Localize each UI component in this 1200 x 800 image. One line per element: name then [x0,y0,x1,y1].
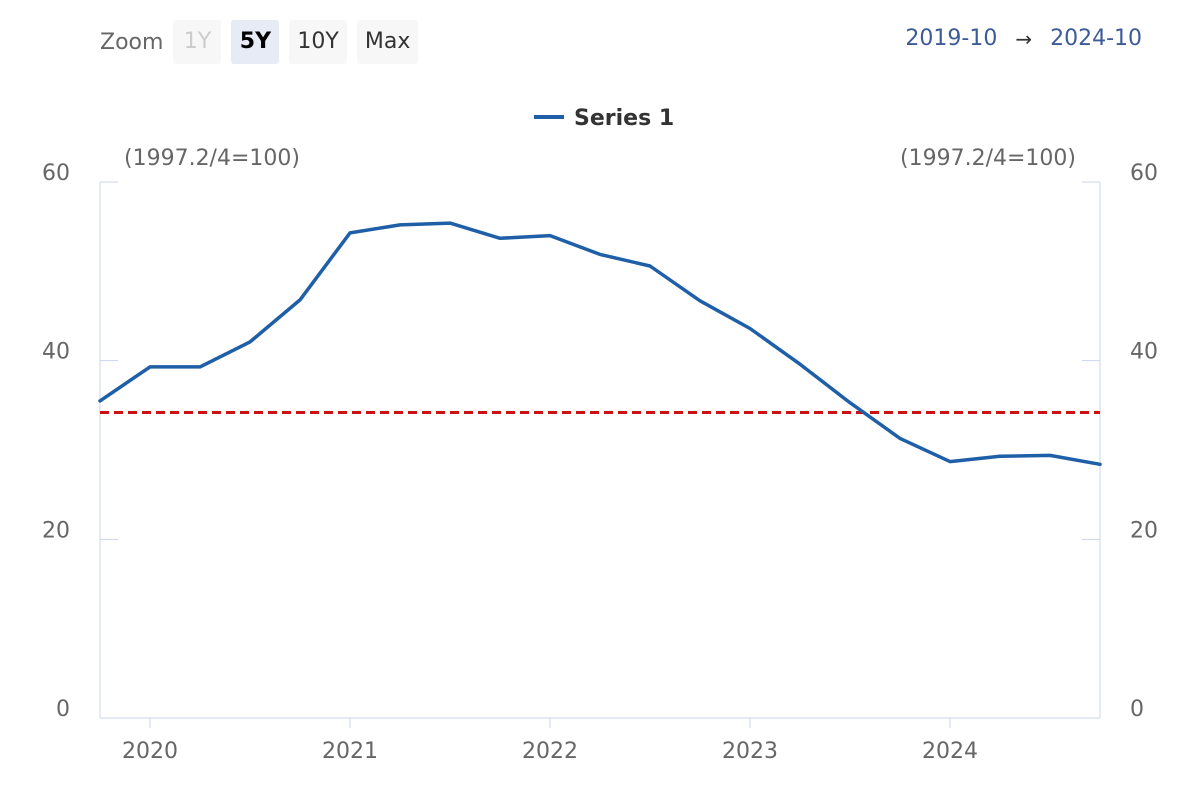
legend-item-series-1[interactable]: Series 1 [574,106,674,131]
range-display: 2019-10 → 2024-10 [905,26,1142,51]
legend[interactable]: Series 1 [534,106,674,131]
y-tick-label-right-40: 40 [1130,340,1158,365]
y-tick-label-right-20: 20 [1130,518,1158,543]
zoom-label: Zoom [100,29,164,55]
x-tick-label-2024: 2024 [922,739,978,764]
range-from[interactable]: 2019-10 [905,26,998,51]
axes-layer [99,181,1101,728]
zoom-10y-button[interactable]: 10Y [289,20,347,64]
y-tick-label-right-60: 60 [1130,161,1158,186]
x-tick-label-2023: 2023 [722,739,778,764]
zoom-1y-button[interactable]: 1Y [173,20,222,64]
y-axis-right-title: (1997.2/4=100) [900,146,1076,171]
y-tick-label-right-0: 0 [1130,697,1144,722]
y-tick-label-left-0: 0 [56,697,70,722]
range-arrow: → [1015,26,1033,51]
x-tick-label-2021: 2021 [322,739,378,764]
series-layer [98,221,1102,467]
range-to[interactable]: 2024-10 [1050,26,1142,51]
zoom-max-button[interactable]: Max [356,20,419,64]
x-tick-label-2022: 2022 [522,739,578,764]
y-tick-label-left-20: 20 [42,518,70,543]
y-tick-label-left-60: 60 [42,161,70,186]
y-tick-label-left-40: 40 [42,340,70,365]
series-line-1[interactable] [98,221,1102,467]
x-tick-label-2020: 2020 [122,739,178,764]
zoom-bar: Zoom 1Y 5Y 10Y Max [100,20,428,64]
y-axis-left-title: (1997.2/4=100) [124,146,300,171]
zoom-5y-button[interactable]: 5Y [231,20,280,64]
